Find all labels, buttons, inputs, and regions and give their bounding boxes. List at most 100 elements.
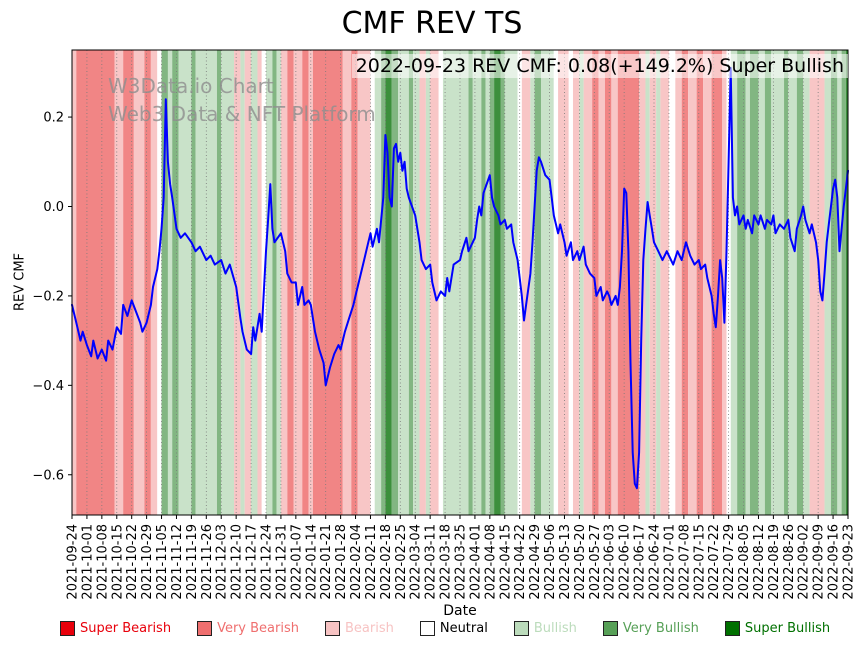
x-tick-label: 2022-07-08	[677, 524, 692, 600]
x-tick-label: 2021-11-26	[200, 524, 215, 600]
legend-item-bearish: Bearish	[324, 621, 394, 636]
sentiment-band-very_bullish	[272, 50, 277, 515]
sentiment-band-bearish	[688, 50, 697, 515]
sentiment-band-bullish	[530, 50, 535, 515]
sentiment-band-bullish	[656, 50, 661, 515]
sentiment-band-bearish	[660, 50, 669, 515]
sentiment-band-very_bullish	[841, 50, 846, 515]
sentiment-band-super_bullish	[385, 50, 392, 515]
sentiment-band-bullish	[195, 50, 217, 515]
x-tick-label: 2021-12-24	[260, 524, 275, 600]
sentiment-band-very_bearish	[312, 50, 343, 515]
sentiment-band-bearish	[234, 50, 241, 515]
sentiment-band-bullish	[788, 50, 797, 515]
axis-frame	[71, 49, 849, 516]
sentiment-band-bullish	[251, 50, 258, 515]
legend-item-super-bullish: Super Bullish	[724, 621, 830, 636]
sentiment-band-bullish	[837, 50, 842, 515]
x-tick-label: 2022-05-13	[558, 524, 573, 600]
sentiment-band-very_bullish	[489, 50, 495, 515]
sentiment-band-bearish	[280, 50, 288, 515]
sentiment-band-bearish	[114, 50, 124, 515]
x-tick-label: 2022-02-18	[379, 524, 394, 600]
sentiment-band-bearish	[521, 50, 531, 515]
legend-swatch-bullish	[513, 621, 529, 636]
x-tick-label: 2021-12-10	[230, 524, 245, 600]
sentiment-band-bearish	[133, 50, 145, 515]
legend-label-bullish: Bullish	[533, 621, 577, 636]
sentiment-band-very_bearish	[123, 50, 134, 515]
sentiment-band-neutral	[438, 50, 443, 515]
x-tick-label: 2022-03-04	[409, 524, 424, 600]
legend-label-super-bearish: Super Bearish	[80, 621, 172, 636]
sentiment-band-bearish	[809, 50, 825, 515]
x-tick-label: 2021-10-08	[95, 524, 110, 600]
sentiment-band-bullish	[824, 50, 831, 515]
sentiment-band-very_bullish	[391, 50, 399, 515]
x-tick-label: 2022-06-03	[603, 524, 618, 600]
sentiment-band-bullish	[398, 50, 409, 515]
x-tick-label: 2021-12-17	[245, 524, 260, 600]
legend-label-neutral: Neutral	[439, 621, 488, 636]
sentiment-band-neutral	[370, 50, 375, 515]
sentiment-band-bullish	[758, 50, 765, 515]
sentiment-band-very_bearish	[351, 50, 358, 515]
sentiment-band-bearish	[598, 50, 605, 515]
legend: Super Bearish Very Bearish Bearish Neutral B…	[60, 621, 830, 636]
sentiment-band-very_bearish	[696, 50, 704, 515]
y-tick-label: −0.6	[32, 468, 64, 483]
y-tick-label: −0.2	[32, 289, 64, 304]
sentiment-band-bearish	[722, 50, 727, 515]
latest-value-annotation: 2022-09-23 REV CMF: 0.08(+149.2%) Super …	[351, 54, 848, 78]
x-tick-label: 2022-05-06	[543, 524, 558, 600]
sentiment-band-bearish	[357, 50, 371, 515]
x-tick-label: 2022-09-23	[842, 524, 857, 600]
legend-swatch-very-bearish	[197, 621, 213, 636]
sentiment-band-bearish	[703, 50, 712, 515]
watermark-line2: Web3 Data & NFT Platform	[108, 102, 376, 126]
sentiment-band-very_bullish	[408, 50, 414, 515]
sentiment-band-bearish	[583, 50, 593, 515]
x-tick-label: 2021-11-19	[185, 524, 200, 600]
sentiment-band-neutral	[157, 50, 162, 515]
sentiment-band-bullish	[178, 50, 192, 515]
x-tick-label: 2022-01-07	[289, 524, 304, 600]
legend-label-very-bearish: Very Bearish	[217, 621, 299, 636]
x-tick-label: 2022-03-11	[424, 524, 439, 600]
legend-item-bullish: Bullish	[513, 621, 577, 636]
sentiment-band-bullish	[745, 50, 750, 515]
sentiment-band-very_bearish	[144, 50, 151, 515]
x-tick-label: 2021-12-03	[215, 524, 230, 600]
x-tick-label: 2022-02-04	[349, 524, 364, 600]
sentiment-band-bearish	[649, 50, 657, 515]
legend-item-very-bearish: Very Bearish	[197, 621, 299, 636]
sentiment-band-bullish	[579, 50, 584, 515]
legend-item-neutral: Neutral	[419, 621, 488, 636]
y-tick-label: 0.2	[43, 111, 64, 126]
sentiment-band-very_bearish	[711, 50, 723, 515]
sentiment-band-bullish	[221, 50, 235, 515]
x-tick-label: 2022-07-29	[722, 524, 737, 600]
sentiment-band-very_bullish	[764, 50, 772, 515]
sentiment-band-bearish	[72, 50, 77, 515]
sentiment-band-bearish	[419, 50, 426, 515]
x-tick-label: 2021-10-15	[110, 524, 125, 600]
sentiment-band-bullish	[413, 50, 420, 515]
x-tick-label: 2022-04-15	[498, 524, 513, 600]
sentiment-band-very_bearish	[302, 50, 309, 515]
x-tick-label: 2022-03-25	[454, 524, 469, 600]
legend-item-super-bearish: Super Bearish	[60, 621, 171, 636]
x-tick-label: 2022-02-11	[364, 524, 379, 600]
sentiment-band-bullish	[472, 50, 482, 515]
sentiment-band-very_bullish	[737, 50, 746, 515]
sentiment-band-bearish	[430, 50, 439, 515]
sentiment-band-very_bearish	[681, 50, 689, 515]
sentiment-band-bearish	[558, 50, 569, 515]
x-tick-label: 2022-03-18	[439, 524, 454, 600]
sentiment-band-bearish	[611, 50, 618, 515]
sentiment-band-bearish	[244, 50, 252, 515]
sentiment-band-neutral	[668, 50, 676, 515]
x-tick-label: 2021-12-31	[274, 524, 289, 600]
